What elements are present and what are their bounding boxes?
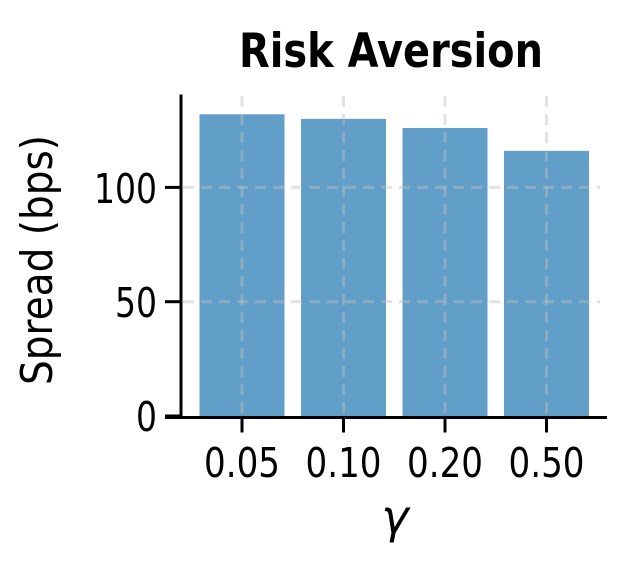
y-tick-label-50: 50 bbox=[115, 279, 157, 327]
bars-layer bbox=[199, 114, 589, 417]
y-axis-label: Spread (bps) bbox=[12, 135, 63, 385]
x-tick-label-0.10: 0.10 bbox=[306, 439, 382, 487]
y-tick-label-0: 0 bbox=[136, 393, 157, 441]
bar-0.05 bbox=[199, 114, 285, 417]
bar-0.50 bbox=[504, 150, 589, 416]
x-tick-label-0.20: 0.20 bbox=[407, 439, 483, 487]
axes-layer bbox=[165, 94, 607, 433]
y-tick-label-100: 100 bbox=[94, 165, 157, 213]
labels-layer: Risk Aversion Spread (bps) 100 50 0 0.05… bbox=[12, 24, 585, 544]
x-tick-label-0.05: 0.05 bbox=[204, 439, 280, 487]
grid-layer bbox=[183, 96, 600, 416]
bar-0.20 bbox=[402, 128, 488, 416]
x-tick-label-0.50: 0.50 bbox=[509, 439, 585, 487]
x-axis-label: γ bbox=[381, 490, 411, 544]
chart-title: Risk Aversion bbox=[239, 24, 543, 79]
bar-0.10 bbox=[301, 118, 386, 416]
